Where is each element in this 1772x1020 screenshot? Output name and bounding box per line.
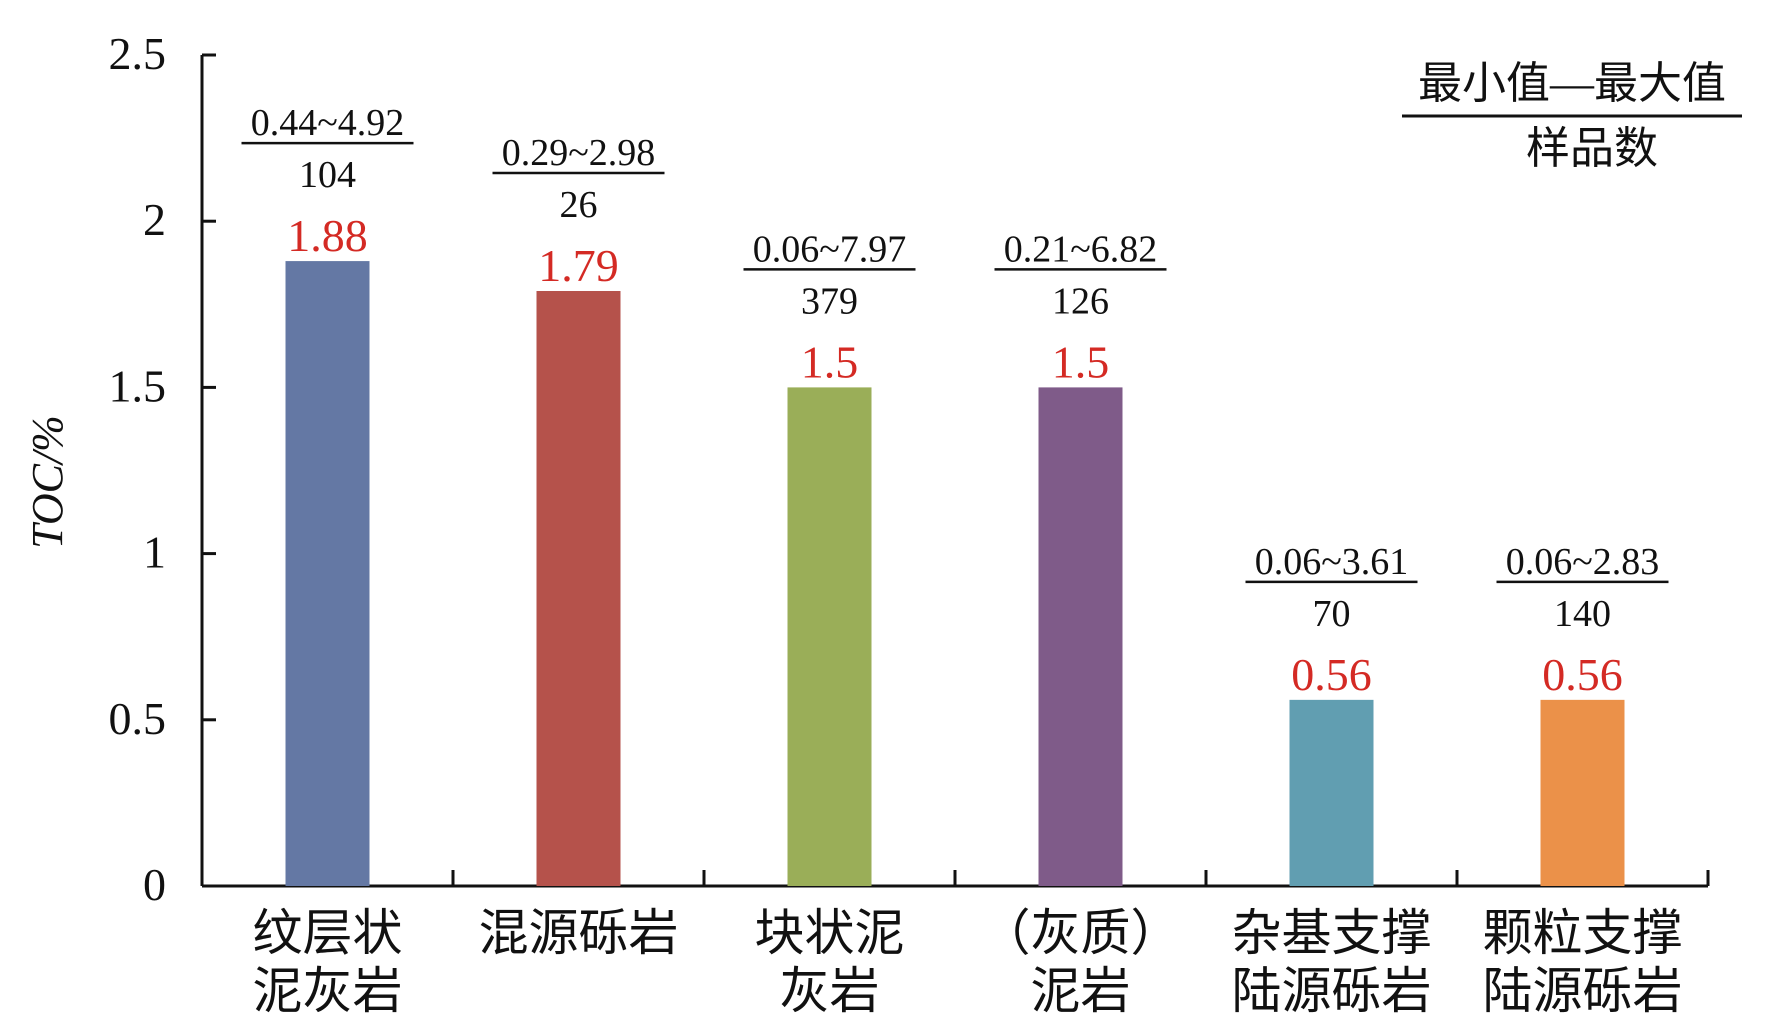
sample-count-label: 104 [299, 154, 356, 196]
x-category-label: 颗粒支撑 [1483, 905, 1683, 961]
range-label: 0.06~7.97 [753, 228, 907, 270]
sample-count-label: 26 [560, 184, 598, 226]
legend-box: 最小值—最大值 样品数 [1402, 59, 1742, 173]
y-tick-label: 1.5 [109, 360, 167, 411]
y-tick-label: 0 [143, 859, 166, 910]
x-category-label: 陆源砾岩 [1483, 963, 1683, 1019]
range-label: 0.21~6.82 [1004, 228, 1158, 270]
bar [1540, 699, 1625, 886]
bar-value-label: 1.5 [801, 336, 859, 387]
x-category-label: （灰质） [981, 905, 1181, 961]
range-label: 0.06~3.61 [1255, 541, 1409, 583]
range-label: 0.44~4.92 [251, 102, 405, 144]
y-tick-label: 2 [143, 194, 166, 245]
bar-value-label: 1.79 [538, 240, 619, 291]
x-category-label: 泥岩 [1031, 963, 1131, 1019]
y-tick-label: 1 [143, 527, 166, 578]
sample-count-label: 140 [1554, 593, 1611, 635]
range-label: 0.06~2.83 [1506, 541, 1660, 583]
bar-annotations: 1.88 0.44~4.92 104 1.79 0.29~2.98 26 1.5 0.06~7… [241, 102, 1669, 700]
sample-count-label: 70 [1313, 593, 1351, 635]
x-category-label: 混源砾岩 [479, 905, 679, 961]
bar [1289, 699, 1374, 886]
y-tick-label: 0.5 [109, 693, 167, 744]
bar [285, 261, 370, 886]
bar [1038, 387, 1123, 886]
bar [787, 387, 872, 886]
bar-value-label: 0.56 [1542, 649, 1623, 700]
sample-count-label: 126 [1052, 280, 1109, 322]
legend-numerator: 最小值—最大值 [1418, 59, 1726, 108]
x-category-label: 块状泥 [755, 905, 905, 961]
range-label: 0.29~2.98 [502, 132, 656, 174]
x-category-label: 泥灰岩 [253, 963, 403, 1019]
legend-denominator: 样品数 [1526, 124, 1658, 173]
x-category-label: 纹层状 [253, 905, 403, 961]
bar-value-label: 1.88 [287, 210, 368, 261]
x-category-label: 灰岩 [780, 963, 880, 1019]
x-category-label: 陆源砾岩 [1232, 963, 1432, 1019]
y-tick-label: 2.5 [109, 28, 167, 79]
bars [285, 261, 1625, 886]
sample-count-label: 379 [801, 280, 858, 322]
bar [536, 291, 621, 886]
x-category-label: 杂基支撑 [1232, 905, 1432, 961]
y-axis-label: TOC/% [23, 415, 72, 549]
bar-value-label: 1.5 [1052, 336, 1110, 387]
y-axis: 0 0.5 1 1.5 2 2.5 [109, 28, 216, 910]
bar-value-label: 0.56 [1291, 649, 1372, 700]
